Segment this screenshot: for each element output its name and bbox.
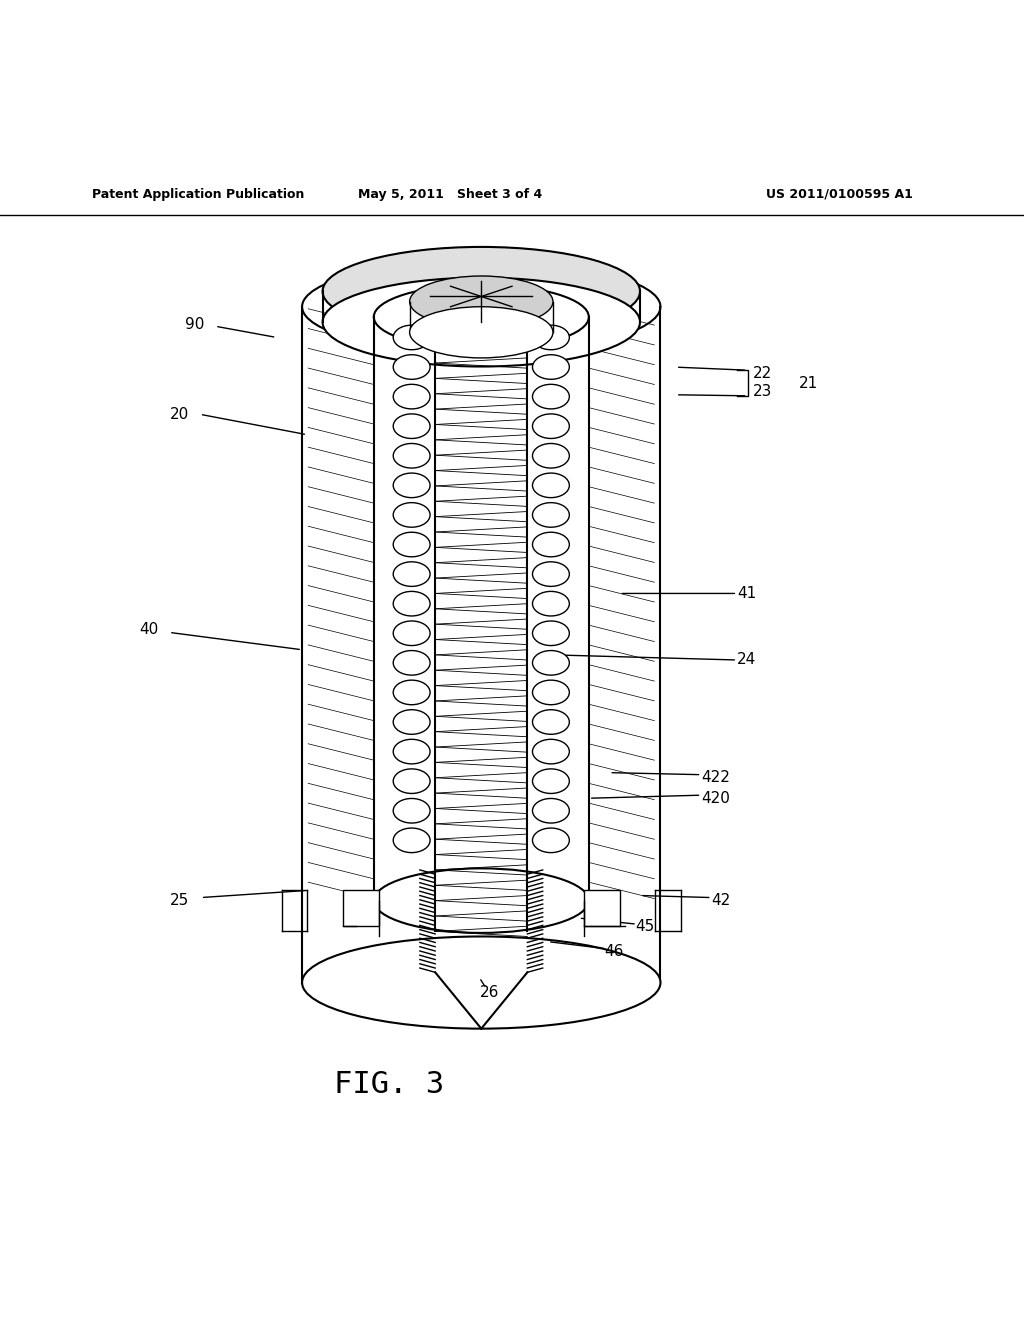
Ellipse shape	[393, 620, 430, 645]
Ellipse shape	[532, 768, 569, 793]
FancyBboxPatch shape	[584, 891, 620, 927]
Ellipse shape	[532, 355, 569, 379]
Ellipse shape	[393, 799, 430, 824]
Text: FIG. 3: FIG. 3	[334, 1071, 444, 1100]
Ellipse shape	[374, 285, 589, 350]
Ellipse shape	[393, 444, 430, 469]
Text: 22: 22	[753, 366, 772, 380]
Text: 41: 41	[737, 586, 757, 601]
FancyBboxPatch shape	[343, 891, 379, 927]
Ellipse shape	[532, 325, 569, 350]
Ellipse shape	[532, 591, 569, 616]
Ellipse shape	[393, 414, 430, 438]
Ellipse shape	[410, 276, 553, 327]
Ellipse shape	[393, 562, 430, 586]
Ellipse shape	[302, 936, 660, 1028]
Ellipse shape	[393, 828, 430, 853]
Ellipse shape	[393, 651, 430, 675]
Text: 20: 20	[170, 407, 188, 422]
Text: 21: 21	[799, 376, 818, 391]
Ellipse shape	[532, 799, 569, 824]
Ellipse shape	[532, 828, 569, 853]
Ellipse shape	[532, 503, 569, 527]
Ellipse shape	[393, 591, 430, 616]
Ellipse shape	[393, 355, 430, 379]
Ellipse shape	[532, 473, 569, 498]
Text: 420: 420	[701, 791, 730, 805]
Text: 42: 42	[712, 894, 731, 908]
Text: 40: 40	[139, 622, 158, 636]
Ellipse shape	[410, 306, 553, 358]
Ellipse shape	[393, 768, 430, 793]
Ellipse shape	[333, 268, 630, 346]
Ellipse shape	[532, 562, 569, 586]
Ellipse shape	[393, 710, 430, 734]
Text: 26: 26	[480, 985, 499, 1001]
Ellipse shape	[323, 277, 640, 367]
Ellipse shape	[532, 384, 569, 409]
Ellipse shape	[374, 869, 589, 933]
Ellipse shape	[393, 680, 430, 705]
Ellipse shape	[323, 247, 640, 335]
Ellipse shape	[532, 680, 569, 705]
Text: US 2011/0100595 A1: US 2011/0100595 A1	[766, 187, 913, 201]
Ellipse shape	[532, 444, 569, 469]
Text: 25: 25	[170, 894, 188, 908]
Text: 422: 422	[701, 771, 730, 785]
Ellipse shape	[393, 384, 430, 409]
Text: 23: 23	[753, 384, 772, 399]
Ellipse shape	[532, 739, 569, 764]
Ellipse shape	[393, 739, 430, 764]
Ellipse shape	[532, 532, 569, 557]
Text: 220: 220	[349, 321, 378, 335]
Text: 46: 46	[604, 944, 624, 960]
Ellipse shape	[532, 414, 569, 438]
Text: 90: 90	[185, 317, 204, 331]
Ellipse shape	[532, 710, 569, 734]
Ellipse shape	[393, 473, 430, 498]
Ellipse shape	[393, 532, 430, 557]
Text: May 5, 2011   Sheet 3 of 4: May 5, 2011 Sheet 3 of 4	[358, 187, 543, 201]
Ellipse shape	[532, 651, 569, 675]
Text: Patent Application Publication: Patent Application Publication	[92, 187, 304, 201]
Text: 24: 24	[737, 652, 757, 668]
Ellipse shape	[393, 503, 430, 527]
Text: 45: 45	[635, 919, 654, 933]
Ellipse shape	[302, 260, 660, 352]
Ellipse shape	[393, 325, 430, 350]
Ellipse shape	[532, 620, 569, 645]
